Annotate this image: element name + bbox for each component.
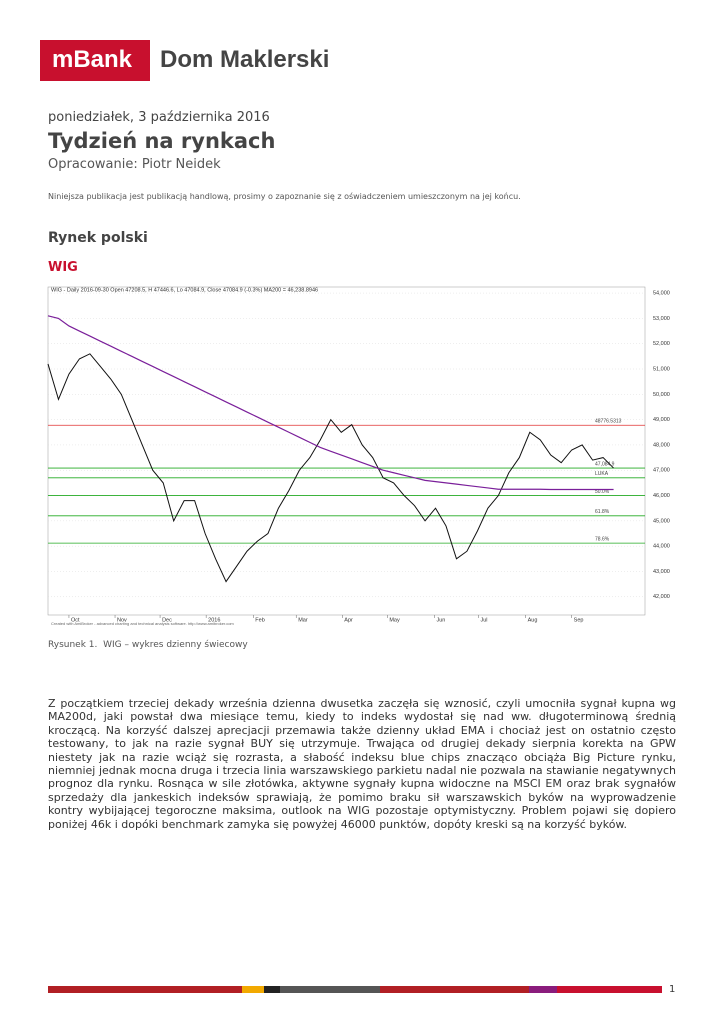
- x-tick-label: Oct: [71, 617, 80, 623]
- y-tick-label: 53,000: [653, 316, 670, 322]
- x-tick-label: Feb: [255, 617, 264, 623]
- level-label: 48776.5313: [595, 419, 622, 425]
- y-tick-label: 54,000: [653, 291, 670, 297]
- x-tick-label: Jun: [436, 617, 445, 623]
- title: Tydzień na rynkach: [48, 129, 276, 153]
- author: Opracowanie: Piotr Neidek: [48, 157, 221, 172]
- brand: mBank: [52, 46, 133, 73]
- y-tick-label: 51,000: [653, 366, 670, 372]
- y-tick-label: 44,000: [653, 544, 670, 550]
- y-tick-label: 50,000: [653, 392, 670, 398]
- section: Rynek polski: [48, 230, 148, 246]
- chart-credit: Created with AmiBroker - advanced charti…: [51, 621, 234, 626]
- y-tick-label: 52,000: [653, 341, 670, 347]
- x-tick-label: Apr: [344, 617, 353, 623]
- level-label: 78.6%: [595, 536, 610, 542]
- page-number: 1: [669, 984, 676, 995]
- level-label: 61.8%: [595, 509, 610, 515]
- date: poniedziałek, 3 października 2016: [48, 110, 270, 125]
- series-line: [47, 315, 614, 491]
- x-tick-label: Mar: [298, 617, 308, 623]
- level-label: 47,084.9: [595, 461, 615, 467]
- disclaimer: Niniejsza publikacja jest publikacją han…: [48, 192, 521, 201]
- level-label: 50.0%: [595, 489, 610, 495]
- chart: WIG - Daily 2016-09-30 Open 47208.5, H 4…: [47, 286, 670, 626]
- x-tick-label: Aug: [528, 617, 538, 623]
- subsection: WIG: [48, 260, 78, 275]
- level-label: LUKA: [595, 471, 609, 477]
- x-tick-label: 2016: [208, 617, 220, 623]
- x-tick-label: Jul: [480, 617, 487, 623]
- brand-title: Dom Maklerski: [160, 46, 330, 73]
- y-tick-label: 42,000: [653, 594, 670, 600]
- y-tick-label: 47,000: [653, 468, 670, 474]
- footer-bar: [48, 986, 662, 993]
- series-line: [47, 353, 614, 583]
- plot-frame: [47, 286, 646, 616]
- y-tick-label: 46,000: [653, 493, 670, 499]
- x-tick-label: May: [389, 617, 400, 623]
- x-tick-label: Sep: [574, 617, 584, 623]
- chart-title: WIG - Daily 2016-09-30 Open 47208.5, H 4…: [51, 287, 318, 293]
- y-tick-label: 45,000: [653, 518, 670, 524]
- caption: Rysunek 1. WIG – wykres dzienny świecowy: [48, 640, 248, 650]
- y-tick-label: 43,000: [653, 569, 670, 575]
- x-tick-label: Dec: [162, 617, 172, 623]
- body-text: Z początkiem trzeciej dekady września dz…: [48, 697, 676, 831]
- logo-box: [40, 40, 150, 81]
- y-tick-label: 48,000: [653, 442, 670, 448]
- y-tick-label: 49,000: [653, 417, 670, 423]
- x-tick-label: Nov: [117, 617, 127, 623]
